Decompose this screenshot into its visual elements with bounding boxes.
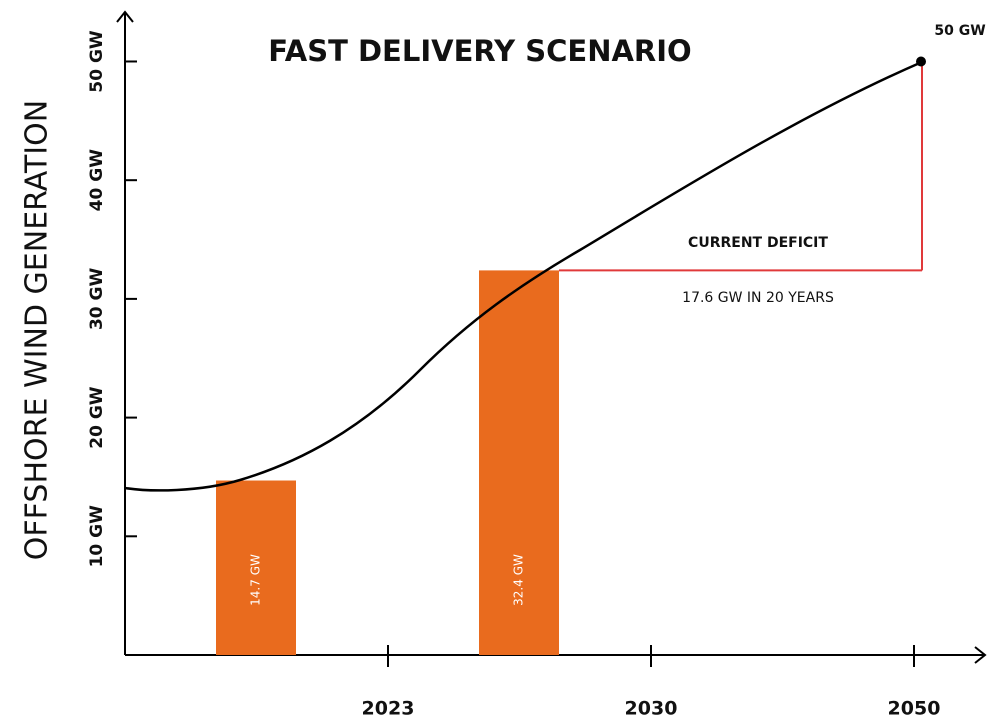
- x-tick-label: 2030: [625, 698, 678, 720]
- deficit-title: CURRENT DEFICIT: [688, 235, 828, 251]
- y-tick-label: 30 GW: [87, 268, 107, 331]
- y-arrow: [116, 10, 134, 23]
- y-tick-label: 50 GW: [87, 30, 107, 93]
- bar-value-label: 14.7 GW: [249, 554, 263, 606]
- deficit-text: 17.6 GW IN 20 YEARS: [682, 290, 834, 306]
- target-point: [916, 56, 926, 67]
- y-tick-label: 40 GW: [87, 149, 107, 212]
- x-tick-label: 2023: [362, 698, 415, 720]
- y-tick-label: 20 GW: [87, 386, 107, 449]
- bar: [216, 480, 296, 655]
- chart-title: FAST DELIVERY SCENARIO: [268, 34, 691, 68]
- target-label: 50 GW: [934, 23, 985, 39]
- scenario-curve: [124, 60, 923, 492]
- bar-value-label: 32.4 GW: [512, 554, 526, 606]
- y-tick-label: 10 GW: [87, 505, 107, 568]
- x-arrow: [974, 646, 987, 664]
- bar: [479, 270, 559, 655]
- y-axis-label: OFFSHORE WIND GENERATION: [20, 100, 55, 560]
- x-tick-label: 2050: [888, 698, 941, 720]
